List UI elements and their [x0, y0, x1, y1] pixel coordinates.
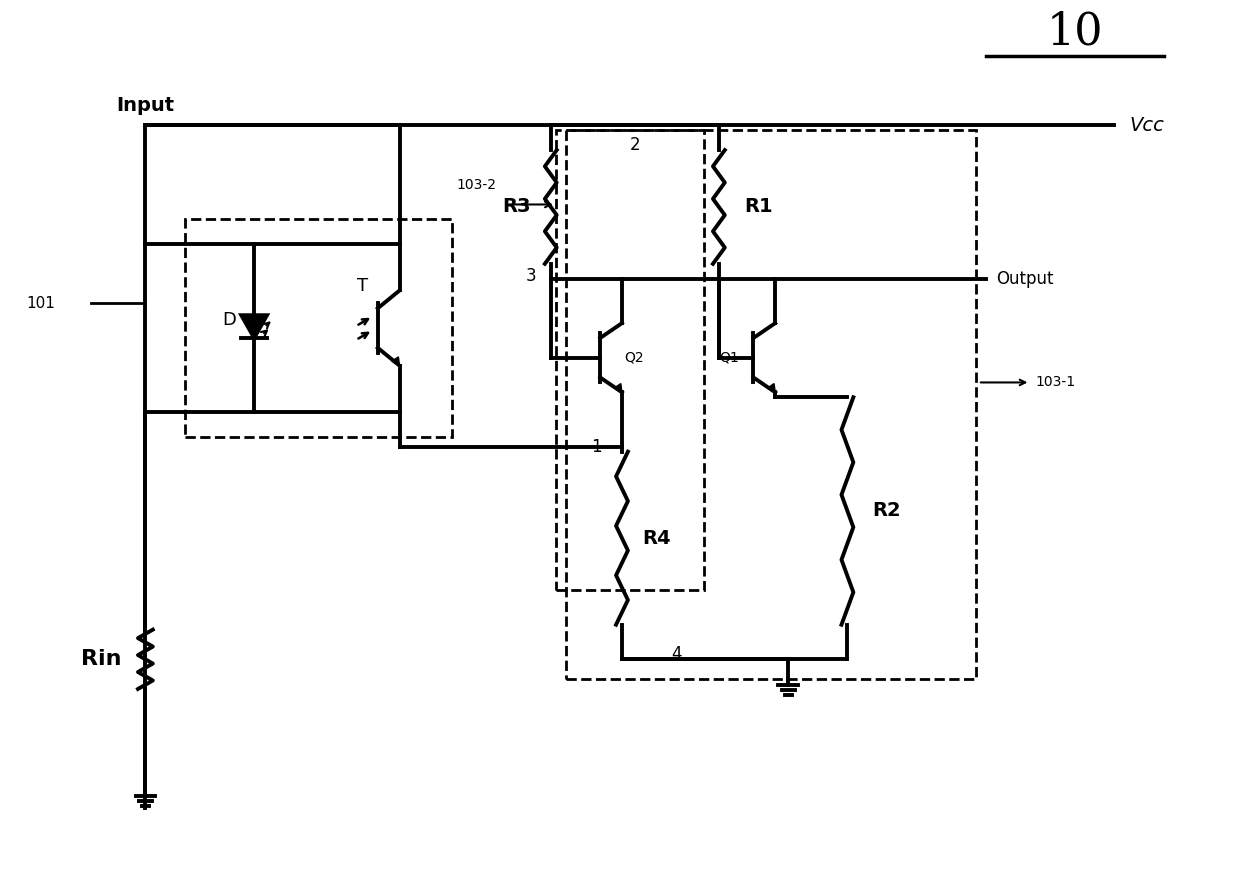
Text: 10: 10 [1047, 10, 1104, 53]
Text: R4: R4 [642, 529, 671, 548]
Text: D: D [222, 311, 237, 329]
Text: Q2: Q2 [624, 351, 644, 365]
Polygon shape [242, 315, 267, 338]
Text: 103-2: 103-2 [456, 178, 496, 192]
Text: 1: 1 [591, 438, 603, 455]
Text: 2: 2 [630, 137, 640, 154]
Text: 101: 101 [27, 296, 56, 311]
Text: R3: R3 [502, 197, 531, 217]
Polygon shape [392, 357, 399, 366]
Polygon shape [614, 383, 622, 392]
Text: R1: R1 [744, 197, 773, 217]
Text: 3: 3 [526, 267, 536, 285]
Text: 103-1: 103-1 [1035, 375, 1075, 389]
Text: Vcc: Vcc [1130, 116, 1164, 135]
Text: R2: R2 [873, 501, 901, 521]
Text: Input: Input [117, 97, 175, 115]
Text: T: T [357, 278, 368, 295]
Text: 4: 4 [671, 646, 682, 663]
Text: Rin: Rin [81, 649, 122, 670]
Text: Q1: Q1 [719, 351, 739, 365]
Text: Output: Output [996, 270, 1053, 287]
Polygon shape [768, 383, 775, 392]
